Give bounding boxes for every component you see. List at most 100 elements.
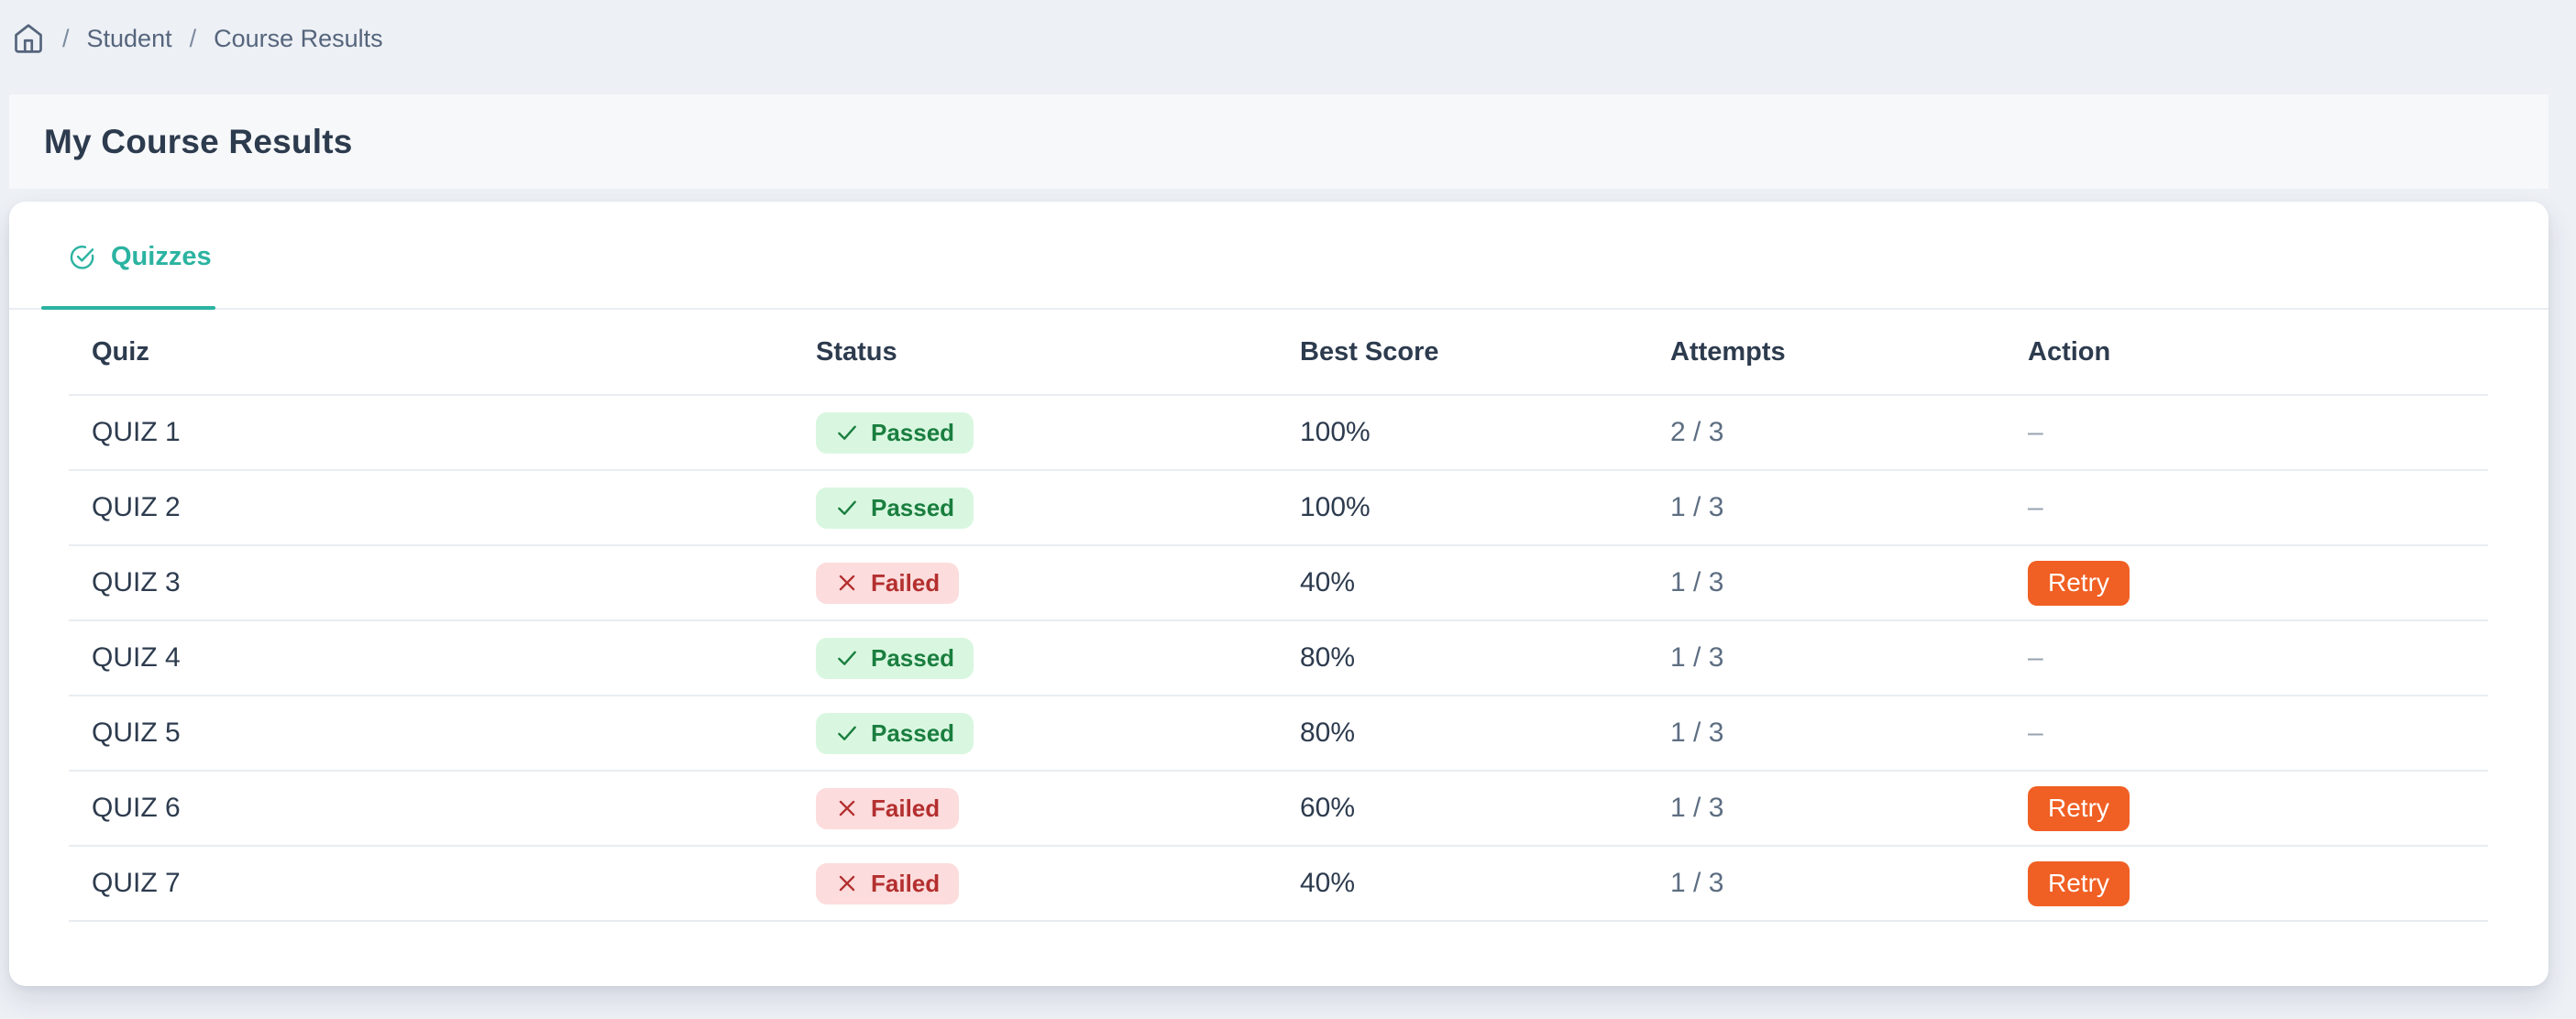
- tab-label: Quizzes: [111, 241, 212, 271]
- status-label: Passed: [871, 418, 955, 446]
- quiz-cell: QUIZ 2: [69, 492, 793, 523]
- attempts-value: 2 / 3: [1670, 417, 1724, 447]
- quiz-results-table: Quiz Status Best Score Attempts Action Q…: [69, 310, 2488, 922]
- table-row: QUIZ 2 Passed 100% 1 / 3 –: [69, 471, 2488, 546]
- action-cell: Retry: [2005, 860, 2488, 906]
- attempts-value: 1 / 3: [1670, 718, 1724, 748]
- check-icon: [835, 646, 859, 670]
- column-header-quiz: Quiz: [92, 336, 149, 367]
- best-score-cell: 80%: [1277, 642, 1647, 674]
- column-header-status: Status: [816, 336, 897, 367]
- status-badge: Passed: [816, 637, 974, 679]
- check-icon: [835, 421, 859, 444]
- x-icon: [835, 871, 859, 895]
- best-score-cell: 40%: [1277, 868, 1647, 899]
- quiz-name: QUIZ 2: [92, 492, 181, 522]
- no-action-dash: –: [2028, 718, 2043, 748]
- status-cell: Failed: [793, 787, 1277, 829]
- action-cell: –: [2005, 642, 2488, 674]
- breadcrumb-item-student[interactable]: Student: [86, 24, 172, 52]
- status-label: Passed: [871, 493, 955, 521]
- status-badge: Passed: [816, 712, 974, 754]
- results-card: Quizzes Quiz Status Best Score Attempts …: [9, 202, 2548, 986]
- table-row: QUIZ 4 Passed 80% 1 / 3 –: [69, 621, 2488, 696]
- retry-button[interactable]: Retry: [2028, 560, 2130, 606]
- x-icon: [835, 796, 859, 820]
- attempts-cell: 1 / 3: [1647, 868, 2005, 899]
- retry-button[interactable]: Retry: [2028, 785, 2130, 831]
- status-badge: Failed: [816, 562, 960, 604]
- table-body: QUIZ 1 Passed 100% 2 / 3 – QUIZ 2 Passed 100% 1 …: [69, 396, 2488, 922]
- best-score-value: 40%: [1300, 868, 1356, 898]
- status-label: Failed: [871, 794, 941, 822]
- status-badge: Failed: [816, 787, 960, 829]
- action-cell: Retry: [2005, 560, 2488, 606]
- status-label: Failed: [871, 568, 941, 597]
- attempts-cell: 1 / 3: [1647, 642, 2005, 674]
- status-label: Passed: [871, 643, 955, 672]
- attempts-value: 1 / 3: [1670, 868, 1724, 898]
- best-score-cell: 100%: [1277, 492, 1647, 523]
- quiz-name: QUIZ 5: [92, 718, 181, 748]
- quiz-name: QUIZ 6: [92, 793, 181, 823]
- status-cell: Passed: [793, 487, 1277, 529]
- action-cell: –: [2005, 718, 2488, 749]
- best-score-value: 80%: [1300, 718, 1356, 748]
- attempts-cell: 1 / 3: [1647, 718, 2005, 749]
- table-row: QUIZ 6 Failed 60% 1 / 3 Retry: [69, 772, 2488, 847]
- best-score-value: 80%: [1300, 642, 1356, 673]
- table-row: QUIZ 7 Failed 40% 1 / 3 Retry: [69, 847, 2488, 922]
- best-score-cell: 80%: [1277, 718, 1647, 749]
- quiz-cell: QUIZ 4: [69, 642, 793, 674]
- table-row: QUIZ 1 Passed 100% 2 / 3 –: [69, 396, 2488, 471]
- table-row: QUIZ 3 Failed 40% 1 / 3 Retry: [69, 546, 2488, 621]
- attempts-cell: 1 / 3: [1647, 793, 2005, 824]
- quiz-cell: QUIZ 1: [69, 417, 793, 448]
- status-cell: Passed: [793, 411, 1277, 454]
- action-cell: –: [2005, 492, 2488, 523]
- quiz-name: QUIZ 1: [92, 417, 181, 447]
- tab-quizzes[interactable]: Quizzes: [41, 202, 215, 310]
- circle-check-icon: [69, 244, 95, 270]
- quiz-cell: QUIZ 7: [69, 868, 793, 899]
- quiz-cell: QUIZ 5: [69, 718, 793, 749]
- status-badge: Passed: [816, 411, 974, 454]
- quiz-name: QUIZ 7: [92, 868, 181, 898]
- no-action-dash: –: [2028, 417, 2043, 447]
- best-score-value: 100%: [1300, 492, 1371, 522]
- page-title: My Course Results: [44, 122, 353, 160]
- tab-bar: Quizzes: [9, 202, 2548, 310]
- attempts-value: 1 / 3: [1670, 567, 1724, 597]
- attempts-cell: 2 / 3: [1647, 417, 2005, 448]
- status-cell: Passed: [793, 712, 1277, 754]
- retry-button[interactable]: Retry: [2028, 860, 2130, 906]
- attempts-cell: 1 / 3: [1647, 492, 2005, 523]
- action-cell: Retry: [2005, 785, 2488, 831]
- home-icon[interactable]: [12, 22, 45, 55]
- status-cell: Passed: [793, 637, 1277, 679]
- status-label: Passed: [871, 718, 955, 747]
- best-score-value: 40%: [1300, 567, 1356, 597]
- quiz-name: QUIZ 4: [92, 642, 181, 673]
- best-score-value: 60%: [1300, 793, 1356, 823]
- status-badge: Failed: [816, 862, 960, 904]
- table-row: QUIZ 5 Passed 80% 1 / 3 –: [69, 696, 2488, 772]
- best-score-value: 100%: [1300, 417, 1371, 447]
- column-header-action: Action: [2028, 336, 2111, 367]
- status-cell: Failed: [793, 562, 1277, 604]
- column-header-attempts: Attempts: [1670, 336, 1786, 367]
- status-badge: Passed: [816, 487, 974, 529]
- best-score-cell: 60%: [1277, 793, 1647, 824]
- page-header: My Course Results: [9, 94, 2548, 189]
- column-header-best-score: Best Score: [1300, 336, 1439, 367]
- status-label: Failed: [871, 869, 941, 897]
- no-action-dash: –: [2028, 642, 2043, 673]
- quiz-cell: QUIZ 3: [69, 567, 793, 598]
- attempts-value: 1 / 3: [1670, 492, 1724, 522]
- attempts-value: 1 / 3: [1670, 793, 1724, 823]
- attempts-value: 1 / 3: [1670, 642, 1724, 673]
- status-cell: Failed: [793, 862, 1277, 904]
- breadcrumb-item-course-results[interactable]: Course Results: [214, 24, 383, 52]
- table-header-row: Quiz Status Best Score Attempts Action: [69, 310, 2488, 396]
